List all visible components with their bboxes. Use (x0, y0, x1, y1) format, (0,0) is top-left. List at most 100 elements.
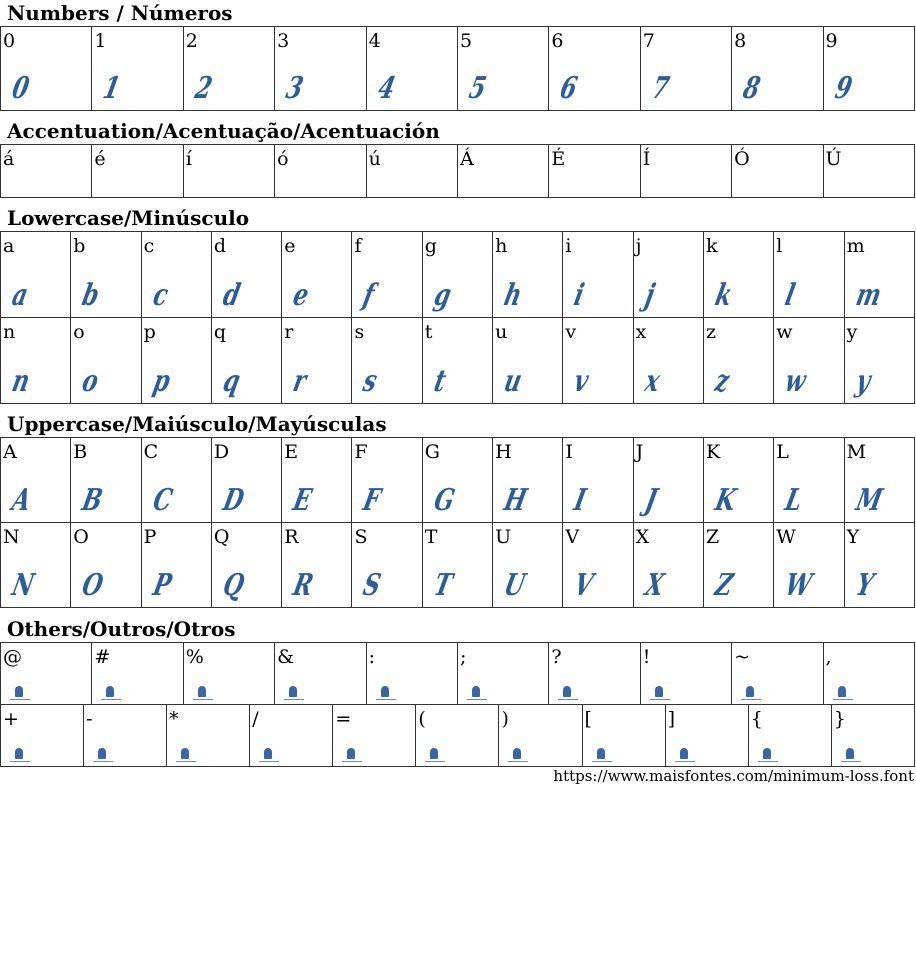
character-label: } (833, 708, 846, 730)
missing-glyph-icon (649, 686, 670, 700)
character-label: V (565, 526, 580, 548)
character-label: : (368, 646, 375, 668)
character-label: * (169, 708, 179, 730)
font-glyph-sample: Q (219, 568, 247, 603)
character-label: ? (551, 646, 562, 668)
character-label: B (73, 441, 88, 463)
missing-glyph-icon (466, 686, 487, 700)
missing-glyph-icon (342, 748, 363, 762)
source-url[interactable]: https://www.maisfontes.com/minimum-loss.… (553, 767, 914, 785)
glyph-cell: + (0, 704, 85, 767)
character-label: ~ (734, 646, 751, 668)
character-label: 1 (94, 30, 107, 52)
font-glyph-sample: q (219, 364, 243, 399)
font-glyph-sample: O (79, 568, 106, 603)
missing-glyph-icon (840, 748, 861, 762)
character-label: n (3, 321, 16, 343)
character-label: = (335, 708, 352, 730)
glyph-cell: / (249, 704, 334, 767)
glyph-cell: Á (456, 144, 550, 198)
character-label: H (495, 441, 512, 463)
character-label: G (424, 441, 440, 463)
font-glyph-sample: t (430, 364, 448, 399)
character-label: z (705, 321, 716, 343)
character-label: o (73, 321, 85, 343)
character-label: v (565, 321, 577, 343)
font-glyph-sample: 1 (100, 71, 123, 106)
character-label: ! (642, 646, 651, 668)
font-glyph-sample: v (571, 364, 592, 399)
character-label: k (705, 235, 718, 257)
font-glyph-sample: 9 (831, 71, 854, 106)
font-glyph-sample: j (641, 278, 657, 313)
font-glyph-sample: 5 (465, 71, 489, 106)
character-label: ) (501, 708, 509, 730)
font-glyph-sample: w (782, 364, 809, 399)
character-label: 0 (3, 30, 16, 52)
character-label: x (635, 321, 647, 343)
character-label: # (94, 646, 111, 668)
character-label: c (143, 235, 155, 257)
font-glyph-sample: E (290, 483, 315, 518)
character-label: N (3, 526, 20, 548)
others-heading: Others/Outros/Otros (7, 617, 236, 641)
font-glyph-sample: k (711, 278, 735, 313)
glyph-cell: Ú (822, 144, 916, 198)
character-label: g (424, 235, 437, 257)
glyph-cell: ! (639, 642, 733, 705)
character-label: [ (584, 708, 592, 730)
glyph-cell: , (822, 642, 916, 705)
character-label: U (495, 526, 512, 548)
font-glyph-sample: F (360, 483, 384, 518)
missing-glyph-icon (832, 686, 853, 700)
character-label: 9 (825, 30, 838, 52)
character-label: 4 (368, 30, 381, 52)
missing-glyph-icon (93, 748, 114, 762)
missing-glyph-icon (558, 686, 579, 700)
character-label: S (354, 526, 368, 548)
glyph-cell: ; (456, 642, 550, 705)
font-glyph-sample: z (711, 364, 732, 399)
glyph-cell: & (274, 642, 367, 705)
font-glyph-sample: V (571, 568, 596, 603)
character-label: J (635, 441, 644, 463)
character-label: 8 (734, 30, 747, 52)
font-glyph-sample: r (290, 364, 309, 399)
character-label: L (776, 441, 789, 463)
numbers-heading: Numbers / Números (7, 1, 233, 25)
glyph-cell: [ (581, 704, 666, 767)
character-label: s (354, 321, 365, 343)
font-glyph-sample: x (641, 364, 662, 399)
character-label: I (565, 441, 573, 463)
character-label: a (3, 235, 15, 257)
font-glyph-sample: 3 (283, 71, 306, 106)
character-label: 7 (642, 30, 655, 52)
character-label: C (143, 441, 159, 463)
font-glyph-sample: f (360, 278, 377, 313)
missing-glyph-icon (375, 686, 396, 700)
font-glyph-sample: R (290, 568, 316, 603)
